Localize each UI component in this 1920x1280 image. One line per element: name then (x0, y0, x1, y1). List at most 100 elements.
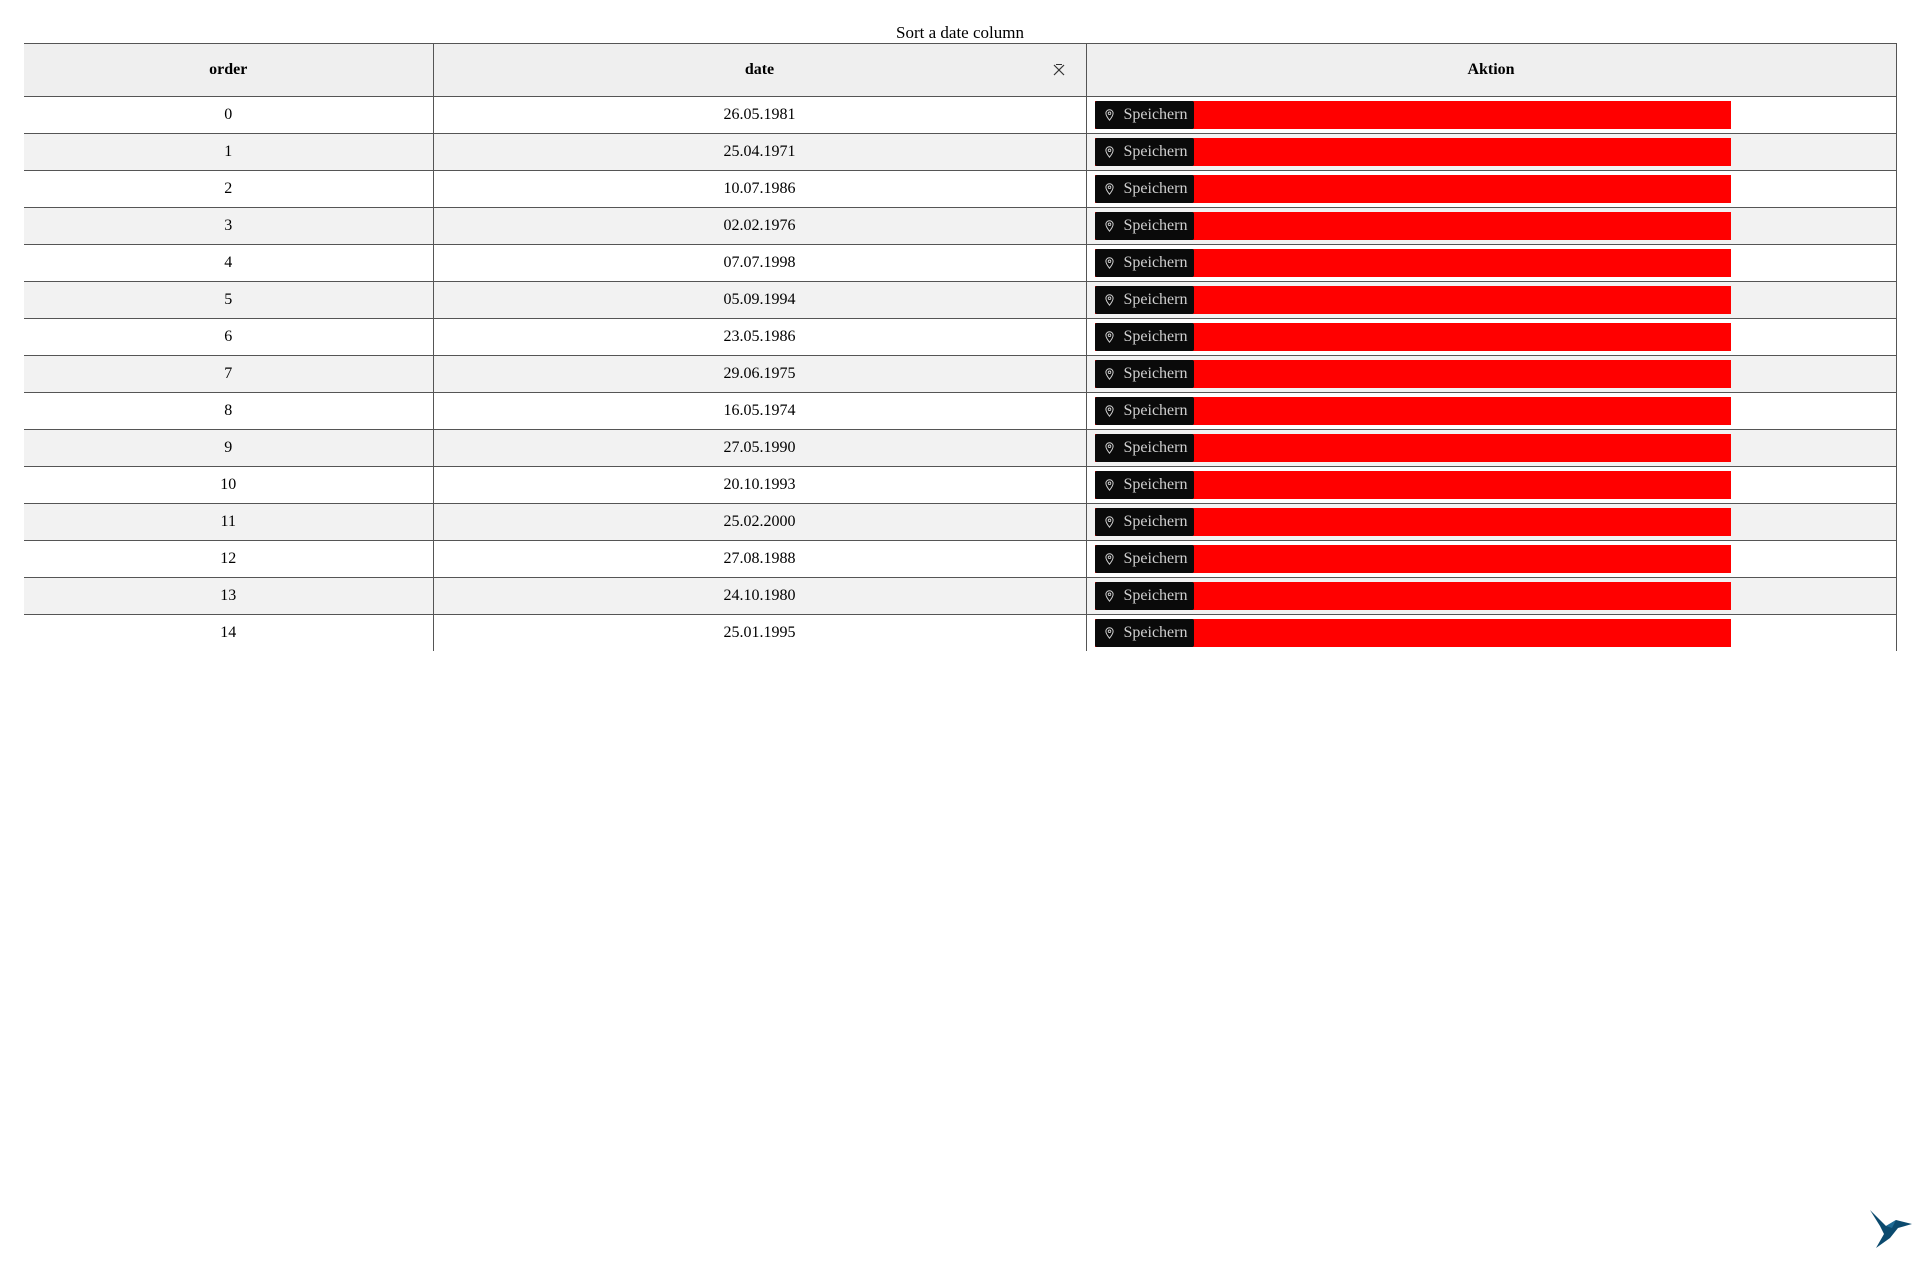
cell-action: Speichern (1085, 540, 1897, 578)
save-button[interactable]: Speichern (1094, 434, 1195, 462)
map-pin-icon (1104, 590, 1119, 602)
action-bar: Speichern (1094, 286, 1731, 314)
save-button[interactable]: Speichern (1094, 175, 1195, 203)
map-pin-icon (1104, 516, 1119, 528)
map-pin-icon (1104, 368, 1119, 380)
cell-order: 6 (24, 318, 433, 356)
save-button[interactable]: Speichern (1094, 249, 1195, 277)
cell-date: 25.01.1995 (432, 614, 1086, 651)
save-button-label: Speichern (1123, 402, 1188, 419)
cell-action: Speichern (1085, 429, 1897, 467)
save-button[interactable]: Speichern (1094, 138, 1195, 166)
map-pin-icon (1104, 220, 1119, 232)
action-container: Speichern (1087, 393, 1896, 429)
cell-action: Speichern (1085, 244, 1897, 282)
table-row: 5 05.09.1994 Speichern (24, 281, 1897, 319)
column-header-date-label: date (744, 61, 775, 78)
save-button[interactable]: Speichern (1094, 397, 1195, 425)
table-row: 11 25.02.2000 Speichern (24, 503, 1897, 541)
column-header-action[interactable]: Aktion (1085, 43, 1897, 97)
cell-date: 23.05.1986 (432, 318, 1086, 356)
cell-date: 20.10.1993 (432, 466, 1086, 504)
save-button[interactable]: Speichern (1094, 582, 1195, 610)
column-header-action-label: Aktion (1467, 61, 1515, 78)
save-button[interactable]: Speichern (1094, 360, 1195, 388)
cell-date: 07.07.1998 (432, 244, 1086, 282)
cell-date: 29.06.1975 (432, 355, 1086, 393)
save-button[interactable]: Speichern (1094, 323, 1195, 351)
cell-date: 27.05.1990 (432, 429, 1086, 467)
action-container: Speichern (1087, 615, 1896, 651)
action-bar: Speichern (1094, 582, 1731, 610)
table-row: 2 10.07.1986 Speichern (24, 170, 1897, 208)
save-button[interactable]: Speichern (1094, 101, 1195, 129)
cell-action: Speichern (1085, 392, 1897, 430)
cell-action: Speichern (1085, 355, 1897, 393)
action-container: Speichern (1087, 467, 1896, 503)
action-bar: Speichern (1094, 138, 1731, 166)
action-container: Speichern (1087, 282, 1896, 318)
action-bar: Speichern (1094, 508, 1731, 536)
save-button-label: Speichern (1123, 106, 1188, 123)
cell-date: 05.09.1994 (432, 281, 1086, 319)
save-button-label: Speichern (1123, 587, 1188, 604)
save-button[interactable]: Speichern (1094, 471, 1195, 499)
table-row: 14 25.01.1995 Speichern (24, 614, 1897, 651)
action-container: Speichern (1087, 97, 1896, 133)
cell-action: Speichern (1085, 207, 1897, 245)
map-pin-icon (1104, 294, 1119, 306)
save-button-label: Speichern (1123, 624, 1188, 641)
action-container: Speichern (1087, 356, 1896, 392)
save-button[interactable]: Speichern (1094, 286, 1195, 314)
column-header-date[interactable]: date (432, 43, 1086, 97)
close-icon[interactable] (1052, 63, 1066, 77)
save-button-label: Speichern (1123, 365, 1188, 382)
map-pin-icon (1104, 146, 1119, 158)
table-row: 1 25.04.1971 Speichern (24, 133, 1897, 171)
action-container: Speichern (1087, 430, 1896, 466)
save-button[interactable]: Speichern (1094, 545, 1195, 573)
action-bar: Speichern (1094, 434, 1731, 462)
save-button-label: Speichern (1123, 180, 1188, 197)
data-table: order date Aktion 0 26.05.1 (24, 43, 1897, 651)
cell-action: Speichern (1085, 614, 1897, 651)
save-button-label: Speichern (1123, 217, 1188, 234)
action-bar: Speichern (1094, 397, 1731, 425)
cell-action: Speichern (1085, 466, 1897, 504)
cell-order: 2 (24, 170, 433, 208)
save-button[interactable]: Speichern (1094, 508, 1195, 536)
cell-action: Speichern (1085, 170, 1897, 208)
cell-date: 27.08.1988 (432, 540, 1086, 578)
table-body: 0 26.05.1981 Speichern 1 25.04.1971 Speichern… (24, 96, 1897, 651)
cell-order: 13 (24, 577, 433, 615)
save-button[interactable]: Speichern (1094, 619, 1195, 647)
map-pin-icon (1104, 553, 1119, 565)
column-header-order-label: order (209, 61, 248, 78)
action-bar: Speichern (1094, 249, 1731, 277)
cell-order: 7 (24, 355, 433, 393)
cell-order: 12 (24, 540, 433, 578)
map-pin-icon (1104, 183, 1119, 195)
save-button-label: Speichern (1123, 550, 1188, 567)
table-row: 13 24.10.1980 Speichern (24, 577, 1897, 615)
cell-order: 4 (24, 244, 433, 282)
table-row: 7 29.06.1975 Speichern (24, 355, 1897, 393)
table-row: 9 27.05.1990 Speichern (24, 429, 1897, 467)
action-container: Speichern (1087, 541, 1896, 577)
column-header-order[interactable]: order (24, 43, 433, 97)
map-pin-icon (1104, 405, 1119, 417)
action-bar: Speichern (1094, 212, 1731, 240)
map-pin-icon (1104, 442, 1119, 454)
save-button-label: Speichern (1123, 254, 1188, 271)
action-container: Speichern (1087, 245, 1896, 281)
save-button-label: Speichern (1123, 439, 1188, 456)
save-button[interactable]: Speichern (1094, 212, 1195, 240)
cell-date: 02.02.1976 (432, 207, 1086, 245)
cell-date: 25.02.2000 (432, 503, 1086, 541)
cell-order: 10 (24, 466, 433, 504)
save-button-label: Speichern (1123, 143, 1188, 160)
table-row: 12 27.08.1988 Speichern (24, 540, 1897, 578)
cell-action: Speichern (1085, 577, 1897, 615)
table-row: 8 16.05.1974 Speichern (24, 392, 1897, 430)
